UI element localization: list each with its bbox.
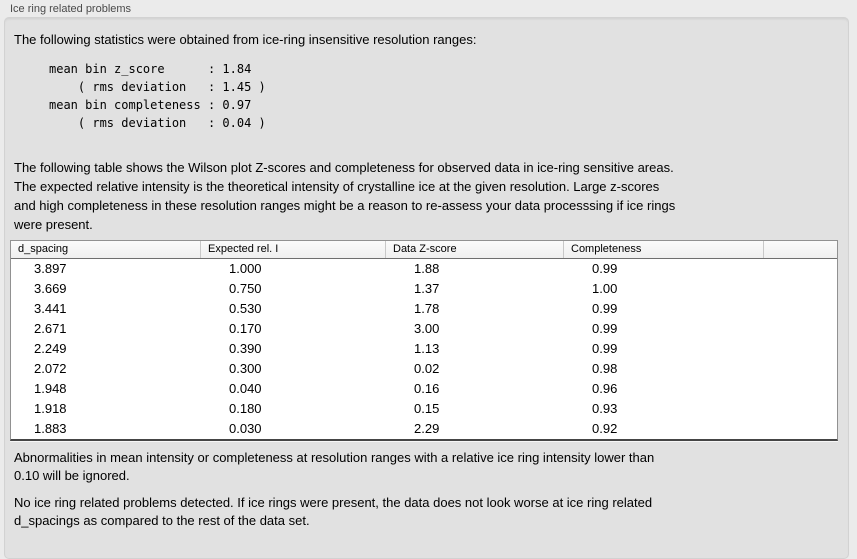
table-cell-filler [764, 419, 837, 439]
table-cell: 0.16 [414, 381, 440, 396]
table-cell: 3.897 [34, 261, 67, 276]
table-cell: 3.669 [34, 281, 67, 296]
table-cell: 1.918 [34, 401, 67, 416]
table-row[interactable]: 1.948 0.040 0.16 0.96 [11, 379, 837, 399]
table-cell: 0.15 [414, 401, 440, 416]
table-cell: 0.300 [229, 361, 262, 376]
column-header-filler [764, 241, 837, 258]
table-cell-filler [764, 359, 837, 379]
table-description: The following table shows the Wilson plo… [14, 158, 675, 234]
table-row[interactable]: 3.669 0.750 1.37 1.00 [11, 279, 837, 299]
text-line: ( rms deviation : 1.45 ) [49, 80, 266, 94]
table-cell-filler [764, 379, 837, 399]
text-line: and high completeness in these resolutio… [14, 198, 676, 213]
note-ignore-threshold: Abnormalities in mean intensity or compl… [14, 449, 654, 485]
stats-intro-text: The following statistics were obtained f… [14, 32, 477, 47]
table-row[interactable]: 1.883 0.030 2.29 0.92 [11, 419, 837, 439]
column-header-d-spacing[interactable]: d_spacing [11, 241, 201, 258]
table-cell-filler [764, 259, 837, 279]
table-cell: 2.072 [34, 361, 67, 376]
table-cell: 0.180 [229, 401, 262, 416]
table-header: d_spacing Expected rel. I Data Z-score C… [11, 241, 837, 259]
note-conclusion: No ice ring related problems detected. I… [14, 494, 652, 530]
table-cell: 0.93 [592, 401, 618, 416]
text-line: The following table shows the Wilson plo… [14, 160, 674, 175]
table-cell-filler [764, 399, 837, 419]
panel-title: Ice ring related problems [10, 3, 132, 15]
table-cell: 0.030 [229, 421, 262, 436]
table-cell: 0.99 [592, 261, 618, 276]
text-line: 0.10 will be ignored. [14, 468, 130, 483]
table-cell: 0.96 [592, 381, 618, 396]
table-cell: 0.040 [229, 381, 262, 396]
table-cell: 1.37 [414, 281, 440, 296]
table-cell: 2.671 [34, 321, 67, 336]
table-cell: 0.750 [229, 281, 262, 296]
table-cell: 0.02 [414, 361, 440, 376]
ice-ring-table: d_spacing Expected rel. I Data Z-score C… [10, 240, 838, 441]
table-row[interactable]: 2.249 0.390 1.13 0.99 [11, 339, 837, 359]
table-cell: 0.99 [592, 321, 618, 336]
table-cell: 1.13 [414, 341, 440, 356]
table-cell: 1.883 [34, 421, 67, 436]
column-header-expected-rel-i[interactable]: Expected rel. I [201, 241, 386, 258]
table-cell: 2.29 [414, 421, 440, 436]
table-cell-filler [764, 319, 837, 339]
table-cell: 0.99 [592, 301, 618, 316]
text-line: The expected relative intensity is the t… [14, 179, 660, 194]
table-cell-filler [764, 299, 837, 319]
table-row[interactable]: 2.072 0.300 0.02 0.98 [11, 359, 837, 379]
text-line: mean bin z_score : 1.84 [49, 62, 252, 76]
table-cell: 0.92 [592, 421, 618, 436]
table-cell: 0.170 [229, 321, 262, 336]
table-row[interactable]: 2.671 0.170 3.00 0.99 [11, 319, 837, 339]
column-header-data-z-score[interactable]: Data Z-score [386, 241, 564, 258]
table-row[interactable]: 1.918 0.180 0.15 0.93 [11, 399, 837, 419]
text-line: ( rms deviation : 0.04 ) [49, 116, 266, 130]
column-header-completeness[interactable]: Completeness [564, 241, 764, 258]
table-cell: 1.78 [414, 301, 440, 316]
table-cell: 1.000 [229, 261, 262, 276]
table-body: 3.897 1.000 1.88 0.99 3.669 0.750 1.37 1.00 3.44… [11, 259, 837, 439]
table-cell: 1.00 [592, 281, 618, 296]
text-line: No ice ring related problems detected. I… [14, 495, 653, 510]
stats-block: mean bin z_score : 1.84 ( rms deviation … [49, 60, 266, 132]
table-cell: 1.88 [414, 261, 440, 276]
table-cell-filler [764, 339, 837, 359]
text-line: mean bin completeness : 0.97 [49, 98, 252, 112]
table-row[interactable]: 3.897 1.000 1.88 0.99 [11, 259, 837, 279]
table-row[interactable]: 3.441 0.530 1.78 0.99 [11, 299, 837, 319]
text-line: were present. [14, 217, 93, 232]
table-cell: 3.00 [414, 321, 440, 336]
table-cell: 0.99 [592, 341, 618, 356]
table-cell: 1.948 [34, 381, 67, 396]
table-cell: 0.98 [592, 361, 618, 376]
table-cell: 0.530 [229, 301, 262, 316]
table-cell: 3.441 [34, 301, 67, 316]
table-cell: 2.249 [34, 341, 67, 356]
text-line: Abnormalities in mean intensity or compl… [14, 450, 655, 465]
table-cell-filler [764, 279, 837, 299]
text-line: d_spacings as compared to the rest of th… [14, 513, 310, 528]
table-cell: 0.390 [229, 341, 262, 356]
